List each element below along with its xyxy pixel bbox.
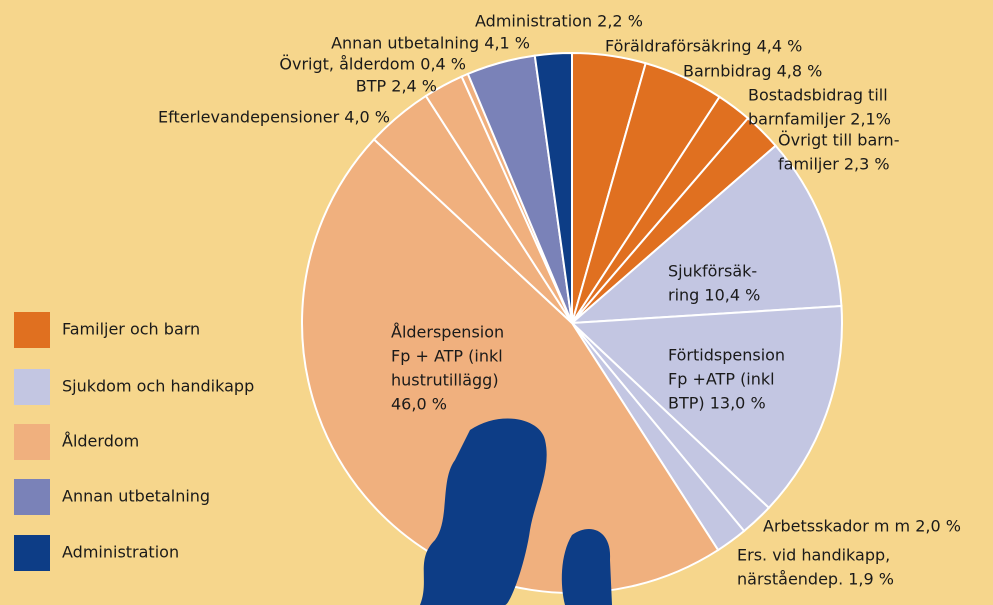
slice-label: Fp + ATP (inkl [391, 347, 503, 366]
legend-label: Administration [62, 543, 179, 562]
slice-label: familjer 2,3 % [778, 155, 890, 174]
slice-label: 46,0 % [391, 395, 447, 414]
slice-label: Sjukförsäk- [668, 262, 757, 281]
legend: Familjer och barn Sjukdom och handikapp Ål… [14, 312, 254, 571]
slice-label: hustrutillägg) [391, 371, 499, 390]
pie [301, 51, 843, 594]
legend-label: Sjukdom och handikapp [62, 377, 254, 396]
island-shape [420, 418, 547, 605]
slice-label: ring 10,4 % [668, 286, 760, 305]
slice-label: Övrigt, ålderdom 0,4 % [279, 55, 466, 74]
slice-label: Förtidspension [668, 346, 785, 365]
slice-label: Bostadsbidrag till [748, 86, 888, 105]
slice-label: BTP 2,4 % [356, 77, 437, 96]
legend-swatch [14, 369, 50, 405]
slice-label: Administration 2,2 % [475, 12, 643, 31]
pie-slice [301, 137, 720, 594]
legend-label: Annan utbetalning [62, 487, 210, 506]
legend-label: Familjer och barn [62, 320, 200, 339]
pie-slice [533, 51, 573, 324]
slice-label: närståendep. 1,9 % [737, 570, 894, 589]
slice-label: barnfamiljer 2,1% [748, 110, 891, 129]
pie-slice [569, 144, 843, 325]
map-decoration [420, 418, 612, 605]
legend-swatch [14, 312, 50, 348]
legend-swatch [14, 424, 50, 460]
legend-swatch [14, 535, 50, 571]
pie-slice [569, 304, 843, 510]
slice-label: Övrigt till barn- [778, 131, 899, 150]
slice-label: Ålderspension [391, 323, 504, 342]
legend-swatch [14, 479, 50, 515]
slice-label: Föräldraförsäkring 4,4 % [605, 37, 802, 56]
slice-label: Arbetsskador m m 2,0 % [763, 517, 961, 536]
slice-label: Barnbidrag 4,8 % [683, 62, 822, 81]
slice-label: Ers. vid handikapp, [737, 546, 890, 565]
slice-label: Efterlevandepensioner 4,0 % [158, 108, 390, 127]
slice-label: BTP) 13,0 % [668, 394, 766, 413]
labels: Föräldraförsäkring 4,4 % Barnbidrag 4,8 %… [158, 12, 961, 589]
slice-label: Fp +ATP (inkl [668, 370, 775, 389]
slice-label: Annan utbetalning 4,1 % [331, 34, 530, 53]
island-shape [561, 528, 612, 605]
legend-label: Ålderdom [62, 432, 139, 451]
